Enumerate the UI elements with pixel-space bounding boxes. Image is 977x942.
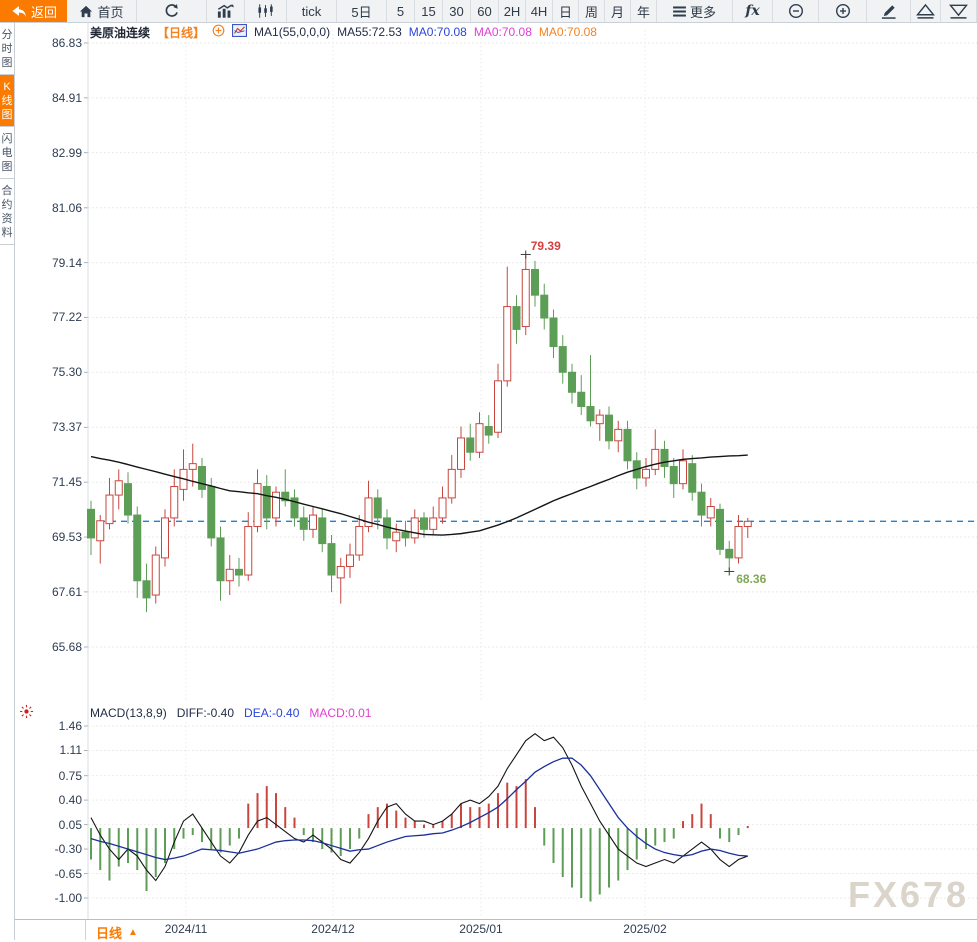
period-5m-label: 5 — [396, 3, 405, 19]
period-day-label: 日 — [558, 4, 572, 20]
macd-bar-value: MACD:0.01 — [309, 706, 372, 720]
pencil-icon — [880, 3, 897, 19]
bottom-bar: 日线 ▲ — [14, 919, 977, 942]
sidebar-item-kline[interactable]: K线图 — [0, 75, 14, 127]
period-5d-button[interactable]: 5日 — [337, 0, 387, 22]
high-price-annotation: 79.39 — [530, 239, 561, 254]
date-axis-label: 2025/01 — [459, 922, 503, 936]
back-button[interactable]: 返回 — [0, 0, 67, 22]
period-15m-label: 15 — [421, 3, 436, 19]
period-week-button[interactable]: 周 — [579, 0, 605, 22]
home-icon — [79, 5, 93, 18]
date-axis-label: 2024/12 — [311, 922, 355, 936]
period-15m-button[interactable]: 15 — [415, 0, 443, 22]
zoom-in-button[interactable] — [819, 0, 867, 22]
ma55-value: MA55:72.53 — [337, 25, 402, 39]
bar-chart-icon — [217, 4, 234, 18]
low-price-annotation: 68.36 — [736, 572, 767, 587]
bottom-bar-divider — [85, 920, 86, 940]
home-button[interactable]: 首页 — [67, 0, 137, 22]
chart-type-sidebar: 分时图 K线图 闪电图 合约资料 — [0, 23, 15, 940]
indicator-visibility-icon[interactable] — [19, 704, 34, 724]
ma0-value-blue: MA0:70.08 — [408, 25, 467, 39]
macd-dea-value: DEA:-0.40 — [244, 706, 300, 720]
date-axis-label: 2024/11 — [164, 922, 208, 936]
macd-settings: MACD(13,8,9) — [90, 706, 167, 720]
sidebar-item-lightning[interactable]: 闪电图 — [0, 127, 14, 179]
chart-surface[interactable] — [88, 23, 977, 919]
period-tick-button[interactable]: tick — [287, 0, 337, 22]
back-arrow-icon — [10, 4, 27, 18]
watermark: FX678 — [848, 874, 970, 915]
period-month-label: 月 — [610, 4, 624, 20]
refresh-button[interactable] — [137, 0, 207, 22]
formula-fx-label: fx — [745, 3, 760, 19]
more-button[interactable]: 更多 — [657, 0, 733, 22]
indicator-settings-icon[interactable] — [231, 23, 248, 40]
menu-icon — [673, 5, 686, 17]
candle-chart-type-button[interactable] — [245, 0, 287, 22]
period-tick-label: tick — [301, 3, 322, 19]
ma0-value-magenta: MA0:70.08 — [473, 25, 532, 39]
period-30m-button[interactable]: 30 — [443, 0, 471, 22]
period-selector[interactable]: 日线 ▲ — [96, 923, 138, 942]
period-60m-label: 60 — [477, 3, 492, 19]
bar-chart-type-button[interactable] — [207, 0, 245, 22]
sidebar-item-contract-info[interactable]: 合约资料 — [0, 179, 14, 245]
period-tag: 【日线】 — [157, 25, 206, 40]
period-4h-button[interactable]: 4H — [526, 0, 553, 22]
back-label: 返回 — [30, 4, 57, 20]
zoom-out-icon — [788, 3, 804, 19]
period-30m-label: 30 — [449, 3, 464, 19]
period-day-button[interactable]: 日 — [553, 0, 579, 22]
zoom-in-icon — [835, 3, 851, 19]
macd-header: MACD(13,8,9) DIFF:-0.40 DEA:-0.40 MACD:0… — [90, 706, 371, 720]
triangle-up-icon — [916, 3, 935, 19]
macd-diff-value: DIFF:-0.40 — [176, 706, 235, 720]
triangle-down-icon — [949, 3, 968, 19]
period-5m-button[interactable]: 5 — [387, 0, 415, 22]
date-axis-label: 2025/02 — [623, 922, 667, 936]
triangle-down-button[interactable] — [941, 0, 977, 22]
refresh-icon — [164, 3, 180, 19]
period-4h-label: 4H — [530, 3, 548, 19]
price-chart-header: 美原油连续 【日线】 MA1(55,0,0,0) MA55:72.53 MA0:… — [90, 23, 597, 40]
period-month-button[interactable]: 月 — [605, 0, 631, 22]
period-year-button[interactable]: 年 — [631, 0, 657, 22]
period-year-label: 年 — [636, 4, 650, 20]
candlestick-icon — [257, 4, 274, 18]
period-2h-label: 2H — [503, 3, 521, 19]
period-selector-label: 日线 — [96, 926, 123, 941]
formula-button[interactable]: fx — [733, 0, 773, 22]
add-indicator-icon[interactable] — [212, 24, 225, 40]
draw-button[interactable] — [867, 0, 911, 22]
period-60m-button[interactable]: 60 — [471, 0, 499, 22]
toolbar: 返回 首页 tick 5日 5 15 30 60 2H 4H 日 周 月 年 更… — [0, 0, 977, 23]
home-label: 首页 — [97, 4, 124, 20]
period-5d-label: 5日 — [351, 4, 372, 20]
ma0-value-orange: MA0:70.08 — [538, 25, 597, 39]
triangle-up-button[interactable] — [911, 0, 941, 22]
period-selector-arrow-icon: ▲ — [128, 927, 138, 938]
period-week-label: 周 — [584, 4, 598, 20]
more-label: 更多 — [689, 4, 716, 20]
ma-settings: MA1(55,0,0,0) — [254, 25, 331, 39]
symbol-name: 美原油连续 — [90, 25, 151, 40]
sidebar-item-time-share[interactable]: 分时图 — [0, 23, 14, 75]
date-axis: 2024/11 2024/12 2025/01 2025/02 — [0, 922, 977, 938]
period-2h-button[interactable]: 2H — [499, 0, 526, 22]
zoom-out-button[interactable] — [773, 0, 819, 22]
